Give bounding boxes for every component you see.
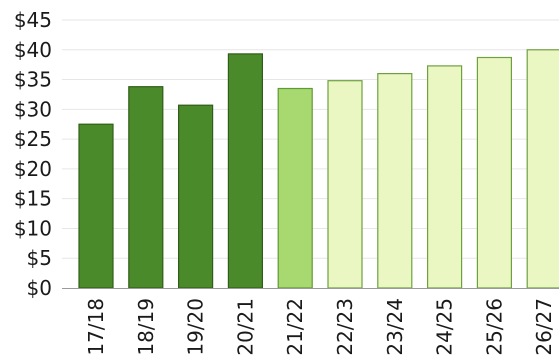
y-tick-label: $5 [27, 246, 52, 270]
x-tick-label: 23/24 [383, 298, 407, 356]
x-tick-label: 19/20 [184, 298, 208, 356]
bar-17-18 [78, 123, 114, 289]
x-tick-label: 18/19 [134, 298, 158, 356]
y-tick-label: $15 [14, 187, 52, 211]
x-tick-label: 21/22 [283, 298, 307, 356]
y-tick-label: $30 [14, 97, 52, 121]
x-tick-label: 22/23 [333, 298, 357, 356]
bar-25-26 [476, 56, 512, 289]
y-tick-label: $45 [14, 8, 52, 32]
bar-26-27 [526, 49, 559, 289]
y-tick-label: $10 [14, 216, 52, 240]
bar-20-21 [227, 53, 263, 289]
y-tick-label: $20 [14, 157, 52, 181]
bar-21-22 [277, 87, 313, 289]
x-tick-label: 24/25 [433, 298, 457, 356]
x-tick-label: 26/27 [532, 298, 556, 356]
x-tick-label: 25/26 [482, 298, 506, 356]
x-axis: 17/18 18/19 19/20 20/21 21/22 22/23 23/24 24/25… [62, 288, 559, 356]
y-tick-label: $40 [14, 38, 52, 62]
bar-23-24 [377, 72, 413, 289]
bar-19-20 [178, 104, 214, 289]
bar-24-25 [427, 65, 463, 289]
bars [78, 49, 559, 289]
x-tick-label: 17/18 [84, 298, 108, 356]
bar-18-19 [128, 86, 164, 289]
bar-22-23 [327, 80, 363, 289]
y-axis: $0 $5 $10 $15 $20 $25 $30 $35 $40 $45 [14, 8, 52, 300]
y-tick-label: $35 [14, 68, 52, 92]
y-tick-label: $0 [27, 276, 52, 300]
x-tick-label: 20/21 [233, 298, 257, 356]
y-tick-label: $25 [14, 127, 52, 151]
